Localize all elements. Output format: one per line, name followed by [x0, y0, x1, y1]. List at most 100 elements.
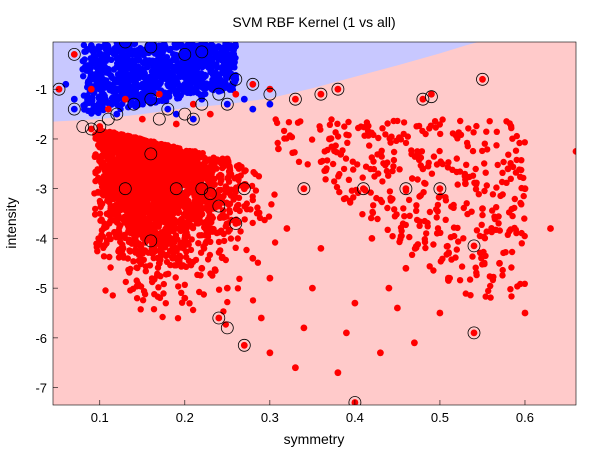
- data-point: [164, 58, 172, 66]
- data-point: [172, 110, 180, 118]
- data-point: [479, 205, 486, 213]
- data-point: [70, 95, 78, 103]
- data-point: [147, 95, 155, 103]
- data-point: [96, 123, 104, 130]
- y-tick-label: -7: [35, 381, 47, 396]
- data-point: [266, 85, 274, 93]
- support-vector-ring: [84, 122, 98, 136]
- data-point: [181, 294, 189, 302]
- data-point: [189, 100, 197, 108]
- data-point: [419, 165, 427, 173]
- support-vector-ring: [399, 182, 413, 196]
- support-vector-ring: [161, 102, 175, 116]
- data-point: [436, 309, 444, 317]
- data-point: [130, 48, 138, 56]
- data-point: [496, 259, 503, 267]
- support-vector-ring: [331, 82, 345, 96]
- data-point: [343, 329, 350, 337]
- support-vector-ring: [220, 97, 234, 111]
- data-point: [206, 61, 214, 68]
- support-vector-ring: [169, 182, 183, 196]
- data-point: [138, 65, 146, 73]
- data-point: [309, 284, 316, 292]
- data-point: [198, 46, 206, 53]
- support-vector-ring: [67, 102, 81, 116]
- data-point: [292, 364, 299, 372]
- data-point: [402, 185, 410, 193]
- support-vector-ring: [433, 182, 447, 196]
- data-point: [172, 120, 180, 128]
- data-point: [155, 259, 163, 267]
- data-point: [104, 65, 112, 73]
- data-point: [215, 314, 223, 322]
- support-vector-ring: [152, 112, 166, 126]
- data-point: [436, 185, 444, 193]
- data-point: [232, 75, 240, 83]
- plot-frame: [52, 41, 577, 406]
- data-point: [521, 185, 529, 193]
- data-point: [462, 180, 469, 188]
- support-vector-ring: [144, 147, 158, 161]
- support-vector-ring: [67, 48, 81, 61]
- data-point: [326, 135, 333, 143]
- x-axis: 0.1 0.2 0.3 0.4 0.5 0.6: [91, 400, 534, 425]
- data-point: [198, 264, 206, 272]
- x-tick-label: 0.3: [261, 410, 279, 425]
- data-point: [547, 225, 554, 232]
- data-point: [121, 90, 129, 98]
- data-point: [215, 85, 223, 93]
- y-axis: -1 -2 -3 -4 -5 -6 -7: [35, 82, 58, 396]
- data-point: [130, 145, 138, 153]
- y-tick-label: -2: [35, 132, 47, 147]
- data-point: [300, 324, 308, 332]
- support-vector-ring: [118, 42, 132, 49]
- support-vector-ring: [127, 97, 141, 111]
- support-vector-ring: [195, 45, 209, 59]
- data-point: [266, 274, 274, 282]
- data-point: [470, 242, 478, 250]
- data-point: [96, 51, 104, 58]
- support-vector-ring: [110, 107, 124, 121]
- data-point: [232, 90, 240, 98]
- support-vector-ring: [212, 87, 226, 101]
- data-point: [215, 202, 223, 210]
- support-vector-ring: [178, 48, 192, 61]
- data-point: [504, 165, 512, 173]
- support-vector-ring: [356, 182, 370, 196]
- data-point: [155, 80, 163, 88]
- data-point: [121, 56, 129, 63]
- data-point: [240, 185, 248, 193]
- data-point: [215, 56, 223, 63]
- y-axis-label: intensity: [3, 197, 19, 248]
- data-point: [385, 284, 393, 292]
- support-vector-ring: [212, 311, 226, 325]
- data-point: [138, 115, 146, 123]
- data-point: [419, 95, 427, 103]
- support-vector-ring: [144, 42, 158, 54]
- data-point: [113, 110, 121, 118]
- data-point: [155, 51, 163, 58]
- data-point: [206, 190, 214, 198]
- support-vector-ring: [101, 112, 115, 126]
- data-point: [368, 235, 376, 242]
- support-vector-ring: [237, 182, 251, 196]
- data-point: [445, 274, 452, 282]
- x-axis-label: symmetry: [284, 431, 345, 447]
- data-point: [62, 80, 70, 88]
- data-point: [172, 90, 180, 98]
- data-point: [121, 95, 129, 103]
- data-point: [317, 245, 325, 252]
- data-point: [87, 125, 95, 133]
- data-point: [70, 105, 78, 113]
- data-point: [87, 42, 95, 49]
- data-point: [113, 75, 121, 83]
- data-point: [147, 43, 155, 51]
- data-point: [300, 185, 308, 193]
- data-point: [266, 100, 274, 108]
- data-point: [164, 165, 172, 173]
- support-vector-ring: [297, 182, 311, 196]
- data-point: [79, 65, 87, 73]
- support-vector-ring: [118, 182, 132, 196]
- data-point: [470, 329, 478, 337]
- data-point: [70, 51, 78, 58]
